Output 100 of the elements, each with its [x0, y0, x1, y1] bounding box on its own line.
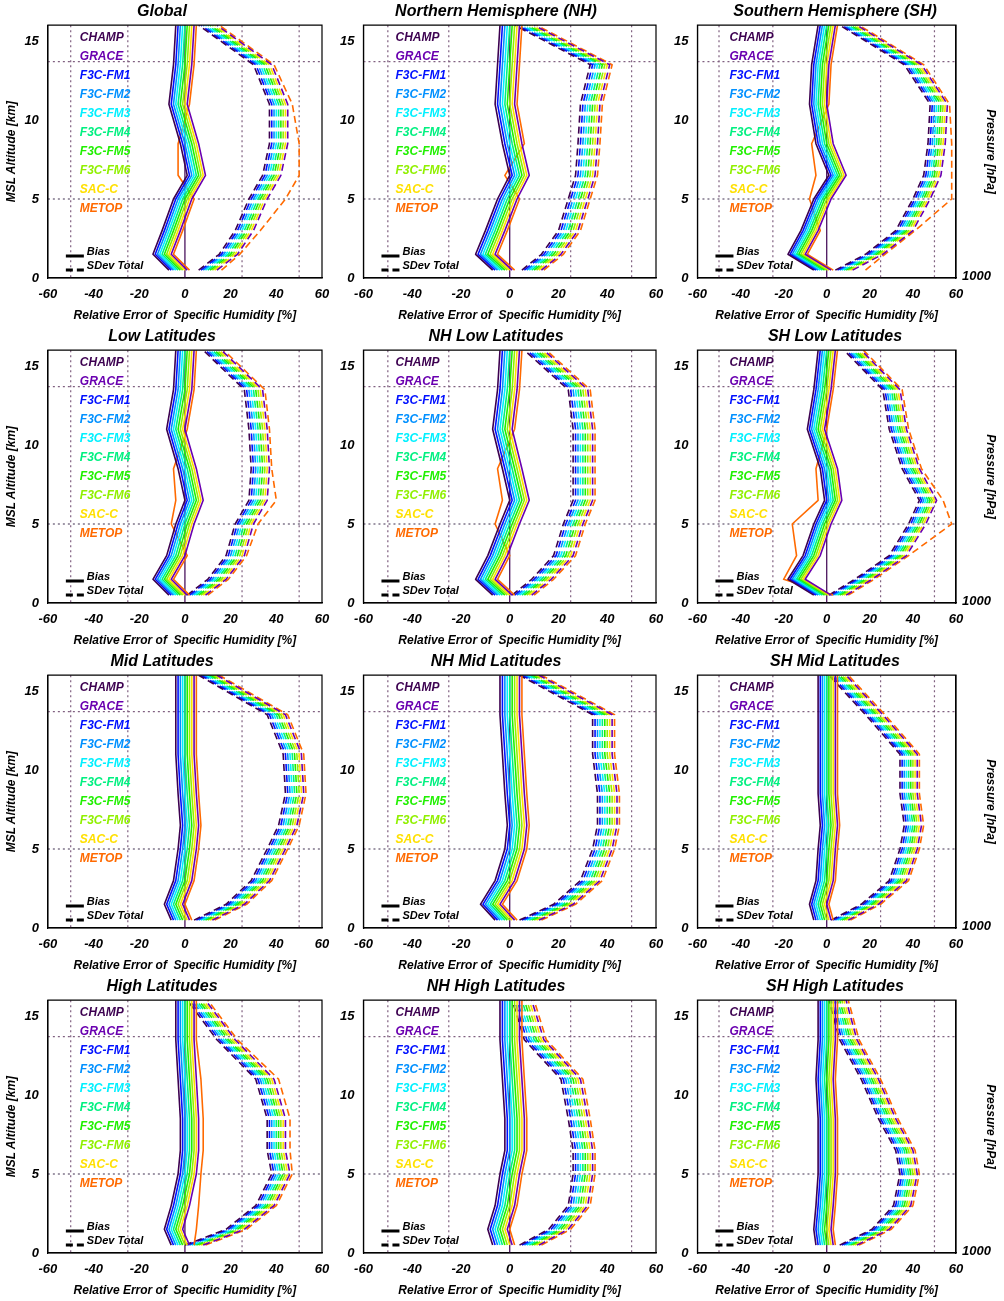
x-tick-label: 0	[506, 286, 515, 302]
y-tick-label: 15	[24, 357, 40, 373]
text: METOP	[395, 525, 439, 540]
y-tick-label: 5	[31, 840, 40, 856]
text: F3C-FM1	[729, 717, 781, 732]
x-tick-label: -40	[402, 936, 423, 952]
x-tick-label: 20	[861, 1261, 878, 1277]
x-tick-label: 20	[222, 936, 239, 952]
x-tick-label: 20	[550, 936, 567, 952]
text: SAC-C	[79, 831, 119, 846]
text: SAC-C	[79, 1156, 119, 1171]
text: GRACE	[395, 698, 440, 713]
y-tick-label: 10	[24, 1086, 40, 1102]
text: SAC-C	[79, 506, 119, 521]
y-tick-label: 0	[681, 594, 690, 610]
y-tick-label: 0	[31, 269, 40, 285]
text: METOP	[79, 850, 124, 865]
x-tick-label: 0	[823, 611, 832, 627]
text: F3C-FM5	[729, 143, 781, 158]
text: F3C-FM6	[79, 1137, 131, 1152]
x-axis-title: Relative Error of Specific Humidity [%]	[73, 633, 298, 648]
text: METOP	[729, 1175, 773, 1190]
y-axis-title: MSL Altitude [km]	[3, 1074, 18, 1178]
y-tick-label: 15	[673, 1007, 690, 1023]
x-tick-label: -20	[129, 286, 150, 302]
series-label: METOP	[729, 525, 773, 540]
annotation: Bias	[736, 570, 760, 583]
text: F3C-FM4	[729, 774, 781, 789]
x-tick-label: 40	[599, 936, 616, 952]
y2-axis-title: Pressure [hPa]	[984, 759, 999, 845]
x-tick-label: 40	[268, 936, 285, 952]
text: F3C-FM2	[729, 736, 781, 751]
x-tick-label: 20	[550, 1261, 567, 1277]
text: F3C-FM2	[395, 1061, 447, 1076]
text: F3C-FM1	[729, 1042, 781, 1057]
text: GRACE	[729, 698, 774, 713]
y-tick-label: 5	[347, 840, 356, 856]
chart-title: SH High Latitudes	[766, 977, 904, 995]
x-tick-label: 0	[181, 611, 190, 627]
annotation: SDev Total	[402, 584, 460, 597]
y-tick-label: 5	[31, 190, 40, 206]
y-tick-label: 15	[24, 1007, 40, 1023]
x-axis-title: Relative Error of Specific Humidity [%]	[715, 308, 940, 323]
x-tick-label: 0	[823, 286, 832, 302]
y-tick-label: 5	[31, 515, 40, 531]
x-axis-title: Relative Error of Specific Humidity [%]	[715, 633, 940, 648]
text: CHAMP	[729, 679, 775, 694]
annotation: SDev Total	[402, 259, 460, 272]
annotation: Bias	[86, 570, 111, 583]
chart-title: Northern Hemisphere (NH)	[395, 2, 597, 20]
text: GRACE	[79, 373, 125, 388]
text: 1000	[962, 917, 992, 933]
text: F3C-FM3	[79, 1080, 131, 1095]
y-tick-label: 5	[347, 515, 356, 531]
x-tick-label: 0	[506, 611, 515, 627]
x-tick-label: 60	[948, 1261, 964, 1277]
y-tick-label: 0	[681, 1244, 690, 1260]
text: F3C-FM2	[729, 411, 781, 426]
annotation: SDev Total	[86, 259, 145, 272]
text: METOP	[395, 850, 439, 865]
y-tick-label: 10	[673, 436, 690, 452]
x-tick-label: -60	[354, 1261, 374, 1277]
text: F3C-FM4	[79, 124, 131, 139]
x-tick-label: -40	[402, 611, 423, 627]
y-tick-label: 0	[347, 1244, 356, 1260]
x-tick-label: -60	[688, 611, 708, 627]
x-tick-label: 20	[861, 611, 878, 627]
annotation: Bias	[402, 895, 426, 908]
text: F3C-FM1	[79, 392, 131, 407]
text: F3C-FM6	[79, 162, 131, 177]
y-tick-label: 15	[339, 682, 356, 698]
y-tick-label: 0	[31, 919, 40, 935]
text: METOP	[79, 1175, 124, 1190]
text: CHAMP	[729, 29, 775, 44]
annotation: Bias	[402, 570, 426, 583]
y-tick-label: 10	[24, 111, 40, 127]
text: 1000	[962, 1242, 992, 1258]
x-axis-title: Relative Error of Specific Humidity [%]	[73, 1283, 298, 1298]
y-axis-title: MSL Altitude [km]	[3, 749, 18, 853]
x-tick-label: 40	[268, 611, 285, 627]
text: GRACE	[395, 48, 440, 63]
text: SAC-C	[729, 1156, 768, 1171]
annotation: SDev Total	[736, 909, 794, 922]
text: METOP	[79, 525, 124, 540]
text: F3C-FM4	[395, 449, 447, 464]
text: F3C-FM4	[395, 774, 447, 789]
text: CHAMP	[79, 354, 125, 369]
x-tick-label: 20	[861, 936, 878, 952]
text: METOP	[729, 200, 773, 215]
text: F3C-FM6	[79, 487, 131, 502]
text: F3C-FM4	[729, 449, 781, 464]
text: F3C-FM4	[395, 1099, 447, 1114]
x-tick-label: 60	[314, 936, 330, 952]
y-tick-label: 15	[339, 1007, 356, 1023]
x-axis-title: Relative Error of Specific Humidity [%]	[398, 308, 623, 323]
text: METOP	[729, 850, 773, 865]
y-tick-label: 15	[24, 682, 40, 698]
text: CHAMP	[79, 679, 125, 694]
text: F3C-FM3	[729, 755, 781, 770]
text: F3C-FM5	[729, 793, 781, 808]
